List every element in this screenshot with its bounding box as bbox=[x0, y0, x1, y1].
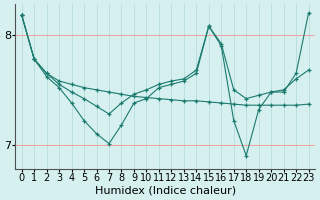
X-axis label: Humidex (Indice chaleur): Humidex (Indice chaleur) bbox=[95, 186, 236, 196]
